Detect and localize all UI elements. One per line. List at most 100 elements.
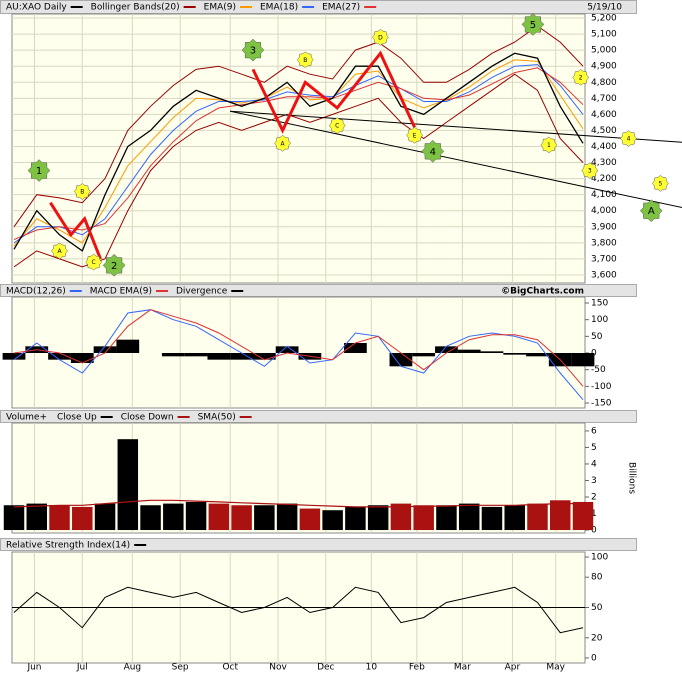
wave-marker	[51, 242, 68, 260]
wave-label: 2	[579, 74, 583, 81]
wave-marker	[620, 130, 637, 147]
legend-label: EMA(9)	[204, 3, 236, 13]
date-label: 5/19/10	[587, 3, 622, 13]
y-tick-label: 20	[591, 633, 603, 643]
volume-bar	[572, 501, 594, 531]
divergence-bar	[389, 353, 413, 367]
x-tick-label: Sep	[172, 663, 189, 673]
volume-bar	[208, 503, 230, 531]
y-tick-label: 4,500	[591, 126, 617, 136]
divergence-bar	[70, 353, 94, 363]
wave-marker	[241, 38, 265, 62]
rsi-header	[0, 538, 637, 551]
wave-marker	[406, 126, 423, 144]
y-tick-label: -150	[591, 399, 612, 409]
divergence-bar	[93, 346, 117, 353]
y-tick-label: -50	[591, 365, 606, 375]
volume-bar	[231, 505, 252, 531]
wave-marker	[27, 159, 51, 182]
divergence-bar	[207, 353, 231, 360]
x-tick-label: May	[546, 663, 565, 673]
wave-marker	[572, 69, 590, 86]
volume-bar	[549, 500, 571, 531]
x-tick-label: Jul	[76, 663, 88, 673]
credit: ©BigCharts.com	[501, 287, 584, 297]
volume-bar	[504, 505, 525, 531]
divergence-bar	[275, 346, 299, 353]
wave-label: D	[378, 34, 383, 41]
volume-bar	[49, 505, 70, 531]
wave-label: E	[413, 132, 417, 139]
trendline	[230, 110, 682, 143]
y-tick-label: 100	[591, 315, 608, 325]
divergence-bar	[2, 353, 26, 360]
rsi-line	[13, 586, 584, 634]
wave-marker	[540, 136, 558, 154]
divergence-bar	[412, 353, 436, 357]
y-tick-label: 3,900	[591, 222, 617, 232]
y-tick-label: 4,200	[591, 174, 617, 184]
x-tick-label: Jun	[26, 663, 41, 673]
legend-label: Volume+	[6, 413, 47, 423]
volume-bar	[72, 506, 93, 531]
volume-bar	[413, 505, 434, 531]
wave-line	[251, 50, 416, 134]
divergence-bar	[48, 353, 71, 360]
y-tick-label: 150	[591, 299, 608, 309]
wave-label: 1	[36, 166, 42, 177]
legend-label: EMA(18)	[260, 3, 298, 13]
wave-marker	[372, 28, 389, 46]
x-tick-label: Aug	[124, 663, 142, 673]
bollinger-lower	[13, 73, 584, 268]
wave-marker	[296, 51, 314, 69]
volume-bar	[140, 505, 161, 531]
y-tick-label: 4,900	[591, 62, 617, 72]
divergence-bar	[230, 353, 253, 360]
wave-marker	[274, 134, 291, 152]
y-tick-label: 4,300	[591, 158, 617, 168]
divergence-bar	[480, 351, 504, 353]
wave-label: C	[92, 259, 96, 266]
volume-bar	[458, 503, 480, 531]
wave-marker	[73, 183, 91, 200]
wave-marker	[85, 253, 103, 271]
wave-line	[49, 201, 102, 260]
wave-marker	[652, 175, 669, 192]
y-tick-label: 50	[591, 603, 603, 613]
wave-label: 2	[111, 261, 117, 272]
divergence-bar	[161, 353, 185, 357]
volume-sma	[13, 499, 583, 508]
x-tick-label: Oct	[222, 663, 238, 673]
volume-bar	[3, 505, 25, 531]
wave-label: A	[281, 140, 286, 147]
y-tick-label: 3	[591, 476, 597, 486]
volume-bar	[254, 505, 275, 531]
divergence-bar	[435, 346, 458, 353]
y-tick-label: 4,700	[591, 94, 617, 104]
y-tick-label: 4	[591, 459, 597, 469]
legend-label: Relative Strength Index(14)	[6, 541, 130, 551]
y-tick-label: 4,400	[591, 142, 617, 152]
volume-bar	[345, 506, 366, 531]
volume-bar	[276, 503, 298, 531]
wave-marker	[421, 139, 445, 163]
divergence-bar	[116, 339, 140, 353]
legend-label: EMA(27)	[322, 3, 360, 13]
wave-label: B	[303, 57, 307, 64]
legend-label: Close Down	[121, 413, 174, 423]
wave-label: 4	[430, 147, 436, 158]
wave-label: B	[80, 188, 84, 195]
divergence-bar	[571, 353, 595, 367]
wave-label: A	[648, 206, 655, 217]
y-tick-label: 4,100	[591, 190, 617, 200]
y-tick-label: 5	[591, 443, 597, 453]
wave-label: 3	[588, 168, 592, 175]
y-tick-label: 5,100	[591, 30, 617, 40]
wave-marker	[581, 162, 599, 179]
y-tick-label: 0	[591, 526, 597, 536]
volume-bar	[185, 501, 207, 531]
wave-label: 5	[530, 20, 536, 31]
y-tick-label: 4,600	[591, 110, 617, 120]
legend-label: MACD EMA(9)	[90, 287, 152, 297]
